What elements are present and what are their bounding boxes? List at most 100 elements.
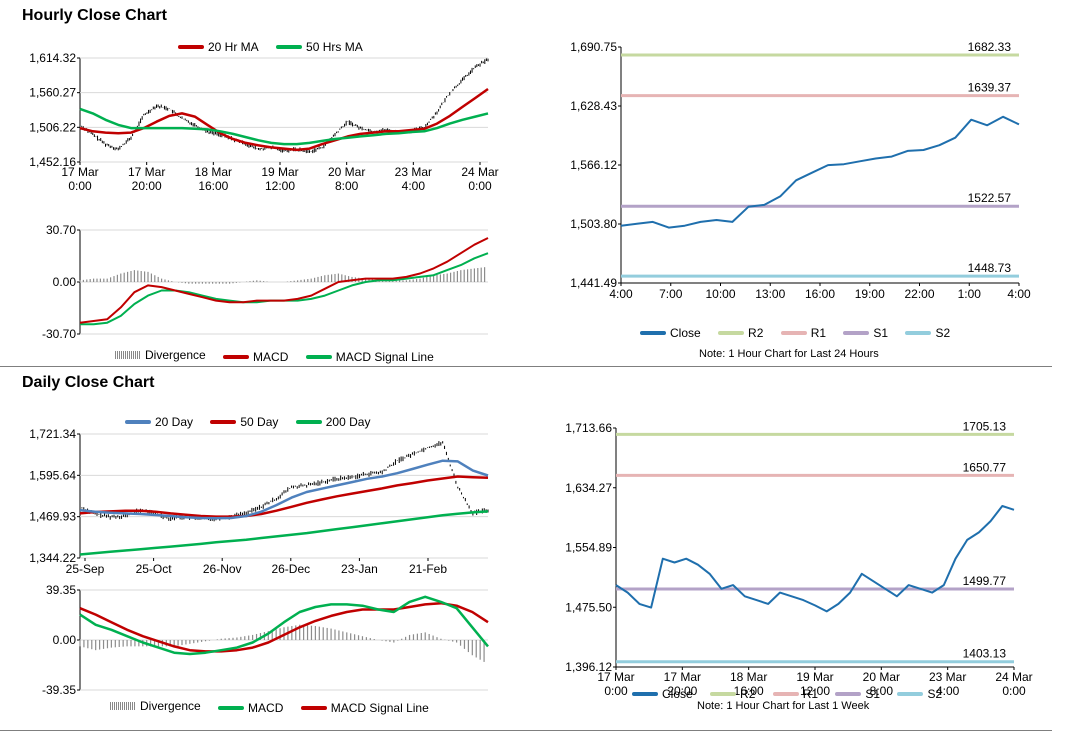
hourly-section-title: Hourly Close Chart — [22, 7, 167, 24]
hourly-price-x-tick: 19 Mar — [261, 165, 298, 179]
legend-daily-macd-label: MACD — [248, 701, 284, 715]
hourly-pivot-x-tick: 16:00 — [805, 287, 835, 301]
legend-daily-macd: MACD — [218, 701, 283, 715]
hourly-macd-y-tick: -30.70 — [42, 327, 76, 341]
daily-pivot-x-tick: 0:00 — [1002, 684, 1026, 698]
daily-pivot-level-label: 1499.77 — [963, 574, 1007, 588]
hourly-pivot-close-line — [620, 115, 1020, 229]
section-divider — [0, 366, 1052, 367]
daily-price-legend: 20 Day 50 Day 200 Day — [125, 413, 384, 429]
legend-r2: R2 — [718, 326, 763, 340]
legend-daily-r1-label: R1 — [802, 687, 819, 701]
daily-macd-legend: Divergence MACD MACD Signal Line — [110, 699, 443, 715]
legend-s2: S2 — [905, 326, 950, 340]
daily-pivot-y-tick: 1,713.66 — [565, 421, 612, 435]
daily-price-x-tick: 26-Nov — [203, 562, 242, 576]
legend-s2-label: S2 — [935, 326, 951, 340]
legend-daily-signal-label: MACD Signal Line — [330, 701, 429, 715]
hourly-price-x-tick: 17 Mar — [61, 165, 98, 179]
hourly-pivot-x-tick: 7:00 — [659, 287, 683, 301]
daily-pivot-x-tick: 8:00 — [870, 684, 894, 698]
legend-close: Close — [640, 326, 701, 340]
daily-price-y-tick: 1,469.93 — [29, 510, 76, 524]
hourly-price-y-tick: 1,452.16 — [29, 155, 76, 169]
hourly-pivot-note: Note: 1 Hour Chart for Last 24 Hours — [699, 348, 879, 360]
daily-price-x-tick: 25-Oct — [136, 562, 173, 576]
hourly-macd-y-tick: 30.70 — [46, 223, 76, 237]
hourly-price-x-tick: 18 Mar — [195, 165, 232, 179]
legend-50day: 50 Day — [210, 415, 278, 429]
legend-200day: 200 Day — [295, 415, 370, 429]
hourly-pivot-y-tick: 1,441.49 — [570, 276, 617, 290]
daily-pivot-close-line — [615, 505, 1015, 613]
legend-r1-label: R1 — [810, 326, 827, 340]
hourly-pivot-y-tick: 1,690.75 — [570, 40, 617, 54]
hourly-price-x-tick: 20 Mar — [328, 165, 365, 179]
legend-ma20: 20 Hr MA — [178, 40, 259, 54]
hourly-pivot-x-tick: 22:00 — [904, 287, 934, 301]
hourly-pivot-level-label: 1682.33 — [968, 40, 1012, 54]
legend-ma50-label: 50 Hrs MA — [306, 40, 363, 54]
legend-r1: R1 — [780, 326, 827, 340]
hourly-price-x-tick: 16:00 — [198, 179, 228, 193]
hourly-macd-chart: 30.70 0.00 -30.70 — [42, 223, 489, 341]
legend-s1-label: S1 — [873, 326, 889, 340]
daily-price-y-tick: 1,344.22 — [29, 551, 76, 565]
legend-macd: MACD — [223, 350, 288, 364]
legend-ma50: 50 Hrs MA — [276, 40, 363, 54]
daily-pivot-x-tick: 20:00 — [667, 684, 697, 698]
daily-section-title: Daily Close Chart — [22, 374, 155, 391]
daily-50day-line — [79, 475, 489, 518]
legend-daily-s1: S1 — [835, 687, 880, 701]
daily-pivot-chart: 1,713.66 1,634.27 1,554.89 1,475.50 1,396.12… — [565, 419, 1032, 698]
legend-daily-r2-label: R2 — [740, 687, 756, 701]
daily-macd-y-tick: -39.35 — [42, 683, 76, 697]
daily-pivot-x-tick: 16:00 — [734, 684, 764, 698]
daily-macd-line — [79, 595, 489, 656]
hourly-price-x-tick: 12:00 — [265, 179, 295, 193]
hourly-pivot-x-tick: 1:00 — [958, 287, 982, 301]
legend-macd-label: MACD — [253, 350, 289, 364]
hourly-pivot-x-tick: 10:00 — [705, 287, 735, 301]
hourly-macd-legend: Divergence MACD MACD Signal Line — [115, 348, 448, 364]
legend-20day-label: 20 Day — [155, 415, 194, 429]
legend-divergence-label: Divergence — [145, 348, 206, 362]
daily-pivot-legend: Close R2 R1 S1 S2 — [632, 685, 956, 701]
hourly-price-legend: 20 Hr MA 50 Hrs MA — [178, 38, 377, 54]
daily-pivot-y-tick: 1,554.89 — [565, 541, 612, 555]
hourly-macd-line — [79, 237, 489, 324]
daily-pivot-x-tick: 20 Mar — [863, 670, 900, 684]
daily-pivot-level-label: 1650.77 — [963, 460, 1007, 474]
daily-pivot-y-tick: 1,475.50 — [565, 600, 612, 614]
legend-daily-signal: MACD Signal Line — [300, 701, 429, 715]
daily-macd-y-tick: 39.35 — [46, 583, 76, 597]
legend-daily-divergence-label: Divergence — [140, 699, 201, 713]
daily-pivot-x-tick: 4:00 — [936, 684, 960, 698]
hourly-pivot-x-tick: 13:00 — [755, 287, 785, 301]
daily-price-x-tick: 25-Sep — [66, 562, 105, 576]
daily-pivot-x-tick: 0:00 — [604, 684, 628, 698]
legend-s1: S1 — [843, 326, 888, 340]
hourly-ma50-line — [79, 107, 489, 146]
legend-close-label: Close — [670, 326, 701, 340]
daily-pivot-x-tick: 23 Mar — [929, 670, 966, 684]
daily-pivot-x-tick: 17 Mar — [664, 670, 701, 684]
daily-pivot-x-tick: 18 Mar — [730, 670, 767, 684]
legend-daily-divergence: Divergence — [110, 699, 201, 713]
daily-pivot-x-tick: 17 Mar — [597, 670, 634, 684]
hourly-pivot-x-tick: 4:00 — [609, 287, 633, 301]
hourly-price-y-tick: 1,614.32 — [29, 51, 76, 65]
hourly-macd-y-tick: 0.00 — [53, 275, 77, 289]
daily-price-x-tick: 23-Jan — [341, 562, 378, 576]
daily-pivot-level-label: 1705.13 — [963, 419, 1007, 433]
hourly-pivot-level-label: 1522.57 — [968, 191, 1012, 205]
daily-pivot-x-tick: 24 Mar — [995, 670, 1032, 684]
legend-daily-close: Close — [632, 687, 693, 701]
hourly-price-x-tick: 8:00 — [335, 179, 359, 193]
hourly-price-x-tick: 0:00 — [468, 179, 492, 193]
daily-pivot-y-tick: 1,396.12 — [565, 660, 612, 674]
daily-price-y-tick: 1,595.64 — [29, 468, 76, 482]
hourly-price-x-tick: 4:00 — [402, 179, 426, 193]
